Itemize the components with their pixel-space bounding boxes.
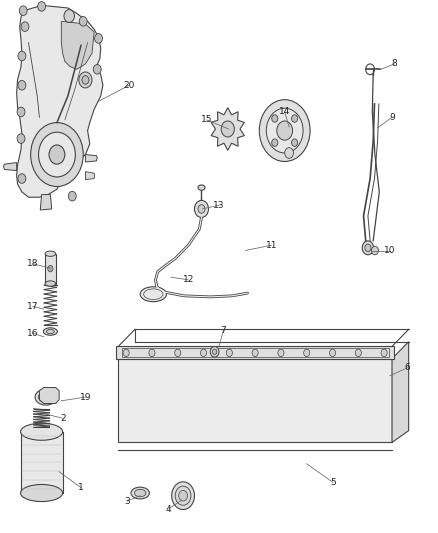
Circle shape — [278, 349, 284, 357]
Text: 18: 18 — [27, 260, 39, 268]
Circle shape — [329, 349, 336, 357]
Circle shape — [362, 241, 374, 255]
Circle shape — [285, 148, 293, 158]
Circle shape — [149, 349, 155, 357]
Ellipse shape — [131, 487, 149, 499]
Ellipse shape — [45, 251, 56, 256]
Polygon shape — [39, 387, 59, 403]
Circle shape — [266, 108, 303, 153]
Circle shape — [371, 246, 378, 255]
Text: 14: 14 — [279, 108, 290, 116]
Text: 3: 3 — [124, 497, 130, 505]
Circle shape — [179, 490, 187, 501]
Polygon shape — [118, 359, 392, 442]
Circle shape — [259, 100, 310, 161]
Circle shape — [64, 10, 74, 22]
Polygon shape — [85, 172, 95, 180]
Ellipse shape — [134, 489, 146, 497]
Circle shape — [38, 2, 46, 11]
Text: 11: 11 — [266, 241, 277, 249]
Text: 16: 16 — [27, 329, 39, 337]
Text: 5: 5 — [330, 478, 336, 487]
Ellipse shape — [21, 423, 63, 440]
Circle shape — [221, 121, 234, 137]
Text: 7: 7 — [220, 326, 226, 335]
Text: 19: 19 — [80, 393, 91, 401]
Polygon shape — [211, 108, 244, 150]
Circle shape — [292, 115, 298, 122]
Text: 20: 20 — [124, 81, 135, 90]
Ellipse shape — [46, 329, 54, 334]
Circle shape — [194, 200, 208, 217]
Polygon shape — [392, 342, 409, 442]
Text: 10: 10 — [384, 246, 396, 255]
Circle shape — [18, 51, 26, 61]
Polygon shape — [116, 346, 394, 359]
Polygon shape — [40, 195, 52, 210]
Polygon shape — [45, 254, 56, 284]
Circle shape — [19, 6, 27, 15]
Circle shape — [175, 349, 181, 357]
Circle shape — [355, 349, 361, 357]
Ellipse shape — [45, 281, 56, 286]
Circle shape — [365, 244, 371, 252]
Text: 9: 9 — [389, 113, 395, 122]
Circle shape — [277, 121, 293, 140]
Circle shape — [212, 349, 217, 354]
Circle shape — [292, 139, 298, 147]
Circle shape — [198, 205, 205, 213]
Circle shape — [31, 123, 83, 187]
Polygon shape — [21, 432, 63, 493]
Circle shape — [17, 134, 25, 143]
Circle shape — [123, 349, 129, 357]
Text: 4: 4 — [166, 505, 171, 513]
Circle shape — [201, 349, 207, 357]
Circle shape — [17, 107, 25, 117]
Polygon shape — [61, 21, 94, 69]
Circle shape — [272, 139, 278, 147]
Circle shape — [48, 265, 53, 272]
Text: 6: 6 — [404, 364, 410, 372]
Circle shape — [79, 17, 87, 26]
Ellipse shape — [198, 185, 205, 190]
Text: 12: 12 — [183, 276, 194, 284]
Circle shape — [172, 482, 194, 510]
Circle shape — [226, 349, 233, 357]
Polygon shape — [85, 155, 97, 162]
Circle shape — [68, 191, 76, 201]
Text: 15: 15 — [201, 116, 212, 124]
Circle shape — [18, 80, 26, 90]
Circle shape — [79, 72, 92, 88]
Circle shape — [175, 486, 191, 505]
Circle shape — [21, 22, 29, 31]
Text: 8: 8 — [391, 60, 397, 68]
Circle shape — [39, 132, 75, 177]
Circle shape — [272, 115, 278, 122]
Circle shape — [18, 174, 26, 183]
Ellipse shape — [35, 389, 57, 405]
Ellipse shape — [21, 484, 63, 502]
Text: 1: 1 — [78, 483, 84, 492]
Text: 17: 17 — [27, 302, 39, 311]
Polygon shape — [17, 5, 103, 197]
Circle shape — [210, 346, 219, 357]
Ellipse shape — [140, 287, 166, 302]
Text: 2: 2 — [61, 414, 66, 423]
Polygon shape — [4, 163, 17, 171]
Circle shape — [95, 34, 102, 43]
Circle shape — [49, 145, 65, 164]
Ellipse shape — [38, 392, 53, 402]
Text: 13: 13 — [213, 201, 225, 209]
Circle shape — [82, 76, 89, 84]
Circle shape — [93, 64, 101, 74]
Circle shape — [252, 349, 258, 357]
Circle shape — [381, 349, 387, 357]
Ellipse shape — [43, 328, 57, 335]
Circle shape — [304, 349, 310, 357]
